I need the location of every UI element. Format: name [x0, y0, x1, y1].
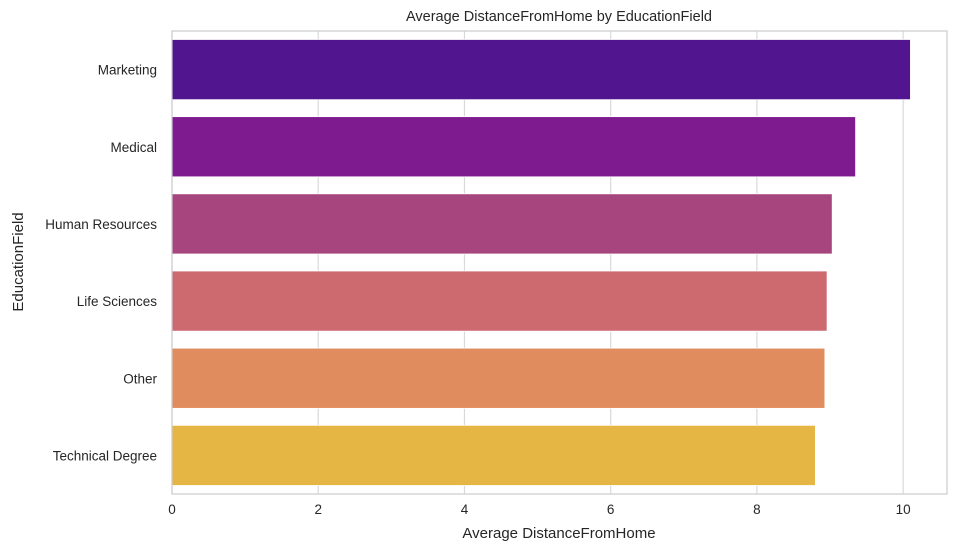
y-tick-label: Life Sciences — [77, 294, 158, 309]
plot-area — [172, 31, 947, 494]
chart-title: Average DistanceFromHome by EducationFie… — [406, 9, 712, 25]
x-tick-label: 4 — [461, 502, 469, 517]
plot-frame — [171, 30, 948, 495]
y-tick-label: Technical Degree — [53, 448, 157, 463]
x-tick-label: 0 — [168, 502, 176, 517]
y-tick-label: Human Resources — [45, 217, 157, 232]
x-tick-label: 8 — [753, 502, 761, 517]
x-axis-label: Average DistanceFromHome — [462, 525, 655, 542]
y-tick-labels: Marketing Medical Human Resources Life Scie… — [45, 63, 157, 464]
bar-medical — [171, 116, 857, 178]
x-tick-label: 10 — [896, 502, 911, 517]
bar-other — [171, 347, 826, 409]
y-tick-label: Medical — [110, 140, 157, 155]
x-tick-label: 6 — [607, 502, 615, 517]
bar-life-sciences — [171, 270, 828, 332]
y-tick-label: Marketing — [98, 63, 157, 78]
bar-technical-degree — [171, 424, 816, 486]
x-tick-labels: 0 2 4 6 8 10 — [168, 502, 910, 517]
x-tick-label: 2 — [314, 502, 322, 517]
y-tick-label: Other — [123, 371, 157, 386]
bar-marketing — [171, 39, 911, 101]
y-axis-label: EducationField — [10, 212, 27, 311]
bar-human-resources — [171, 193, 833, 255]
bars — [171, 39, 911, 486]
